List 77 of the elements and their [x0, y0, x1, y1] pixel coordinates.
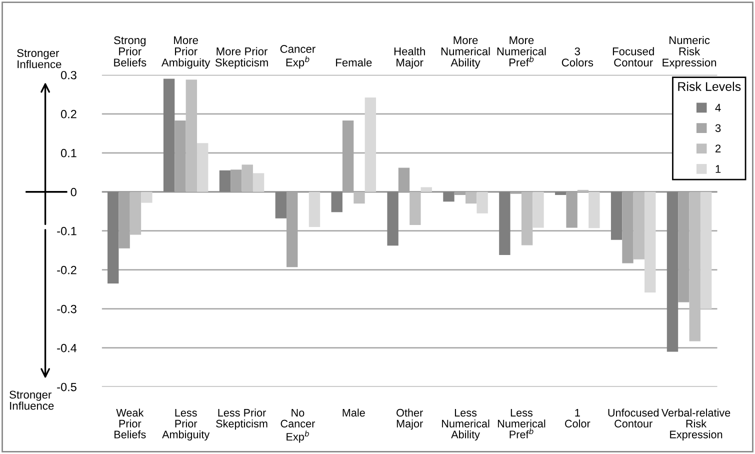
bar [443, 192, 454, 202]
y-tick-label: -0.4 [57, 344, 77, 352]
bar [678, 192, 690, 302]
x-tick-label: Health Major [394, 47, 425, 69]
bar [108, 192, 119, 284]
x-tick-label: Strong Prior Beliefs [114, 36, 146, 66]
bar [252, 173, 264, 192]
text: Less Prior Skepticism [216, 408, 268, 430]
x-tick-label: 3 Colors [562, 47, 594, 66]
text: 1 Color [565, 409, 590, 428]
x-tick-label: More Prior Skepticism [215, 47, 268, 69]
x-tick-label: Female [336, 58, 372, 66]
bar [466, 192, 477, 204]
bar [521, 192, 533, 246]
bar [230, 170, 242, 192]
bar [499, 192, 510, 256]
y-tick-label: 0.1 [60, 148, 76, 158]
text: Weak Prior Beliefs [114, 408, 146, 438]
bar [331, 192, 342, 212]
bar [532, 192, 544, 228]
legend-label: 4 [715, 104, 721, 112]
bar [689, 192, 700, 342]
x-tick-label: More Prior Ambiguity [161, 36, 210, 69]
x-tick-label: More Numerical Ability [441, 36, 490, 69]
legend-label: 1 [716, 165, 721, 173]
text: Unfocused Contour [608, 408, 659, 428]
bar [410, 192, 421, 226]
text: Other Major [396, 408, 423, 430]
bar [622, 192, 634, 264]
y-tick-label: 0.2 [60, 110, 76, 118]
text: No Cancer Exp$^{b}$ [280, 409, 315, 443]
bar [354, 192, 365, 204]
bar [420, 187, 432, 192]
bar [454, 192, 466, 195]
text: Stronger Influence [17, 49, 62, 68]
bar [700, 192, 712, 309]
bar [633, 192, 645, 260]
legend-label: 2 [715, 144, 721, 152]
bar [186, 80, 198, 192]
bar [118, 192, 130, 248]
bar [387, 192, 398, 246]
x-tick-label: More Numerical Pref$^{b}$ [497, 36, 546, 66]
bar [197, 143, 208, 192]
y-tick-label: -0.1 [57, 226, 76, 236]
bar [566, 192, 578, 228]
bar [398, 168, 410, 192]
bar [364, 98, 376, 192]
bar [174, 120, 186, 192]
bar [308, 192, 320, 227]
bar [141, 192, 152, 203]
text: Stronger Influence [10, 390, 54, 410]
x-tick-label: Numeric Risk Expression [662, 36, 716, 69]
y-tick-label: -0.3 [57, 304, 76, 314]
text: Male [342, 408, 365, 417]
bar [644, 192, 656, 292]
text: Less Prior Ambiguity [162, 409, 210, 441]
bar [588, 192, 600, 228]
text: Verbal-relative Risk Expression [661, 408, 730, 441]
bar [610, 192, 622, 240]
bar [476, 192, 488, 214]
y-tick-label: -0.2 [57, 266, 76, 274]
x-tick-label: Cancer Exp$^{b}$ [280, 45, 316, 69]
y-tick-label: 0.3 [60, 70, 76, 80]
text: Less Numerical Pref$^{b}$ [498, 409, 546, 438]
x-tick-label: Focused Contour [612, 47, 654, 66]
legend-label: 3 [715, 124, 721, 132]
bar [555, 192, 566, 195]
bar [666, 192, 678, 352]
bar [275, 192, 287, 218]
legend-title: Risk Levels [678, 82, 741, 91]
y-tick-label: 0 [70, 188, 76, 196]
bar [219, 170, 231, 192]
bar [130, 192, 142, 235]
bar [163, 78, 175, 192]
text: Less Numerical Ability [442, 409, 490, 441]
bar [242, 164, 253, 192]
y-tick-label: -0.5 [57, 382, 76, 392]
